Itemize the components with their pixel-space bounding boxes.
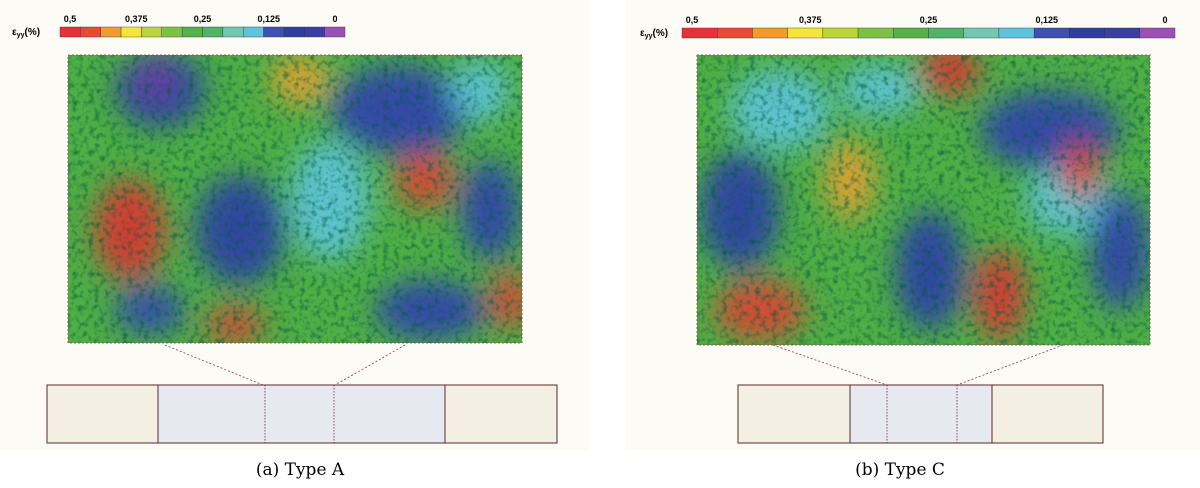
colorbar-cell xyxy=(59,26,81,38)
colorbar-cell xyxy=(222,26,244,38)
colorbar-cell xyxy=(787,27,824,39)
colorbar-tick: 0,5 xyxy=(64,14,77,24)
colorbar-cell xyxy=(202,26,224,38)
colorbar-cell xyxy=(304,26,325,38)
colorbar-cell xyxy=(283,26,305,38)
colorbar-tick: 0,125 xyxy=(1035,15,1058,25)
colorbar-cell xyxy=(928,27,964,39)
colorbar-tick: 0,125 xyxy=(257,14,280,24)
colorbar-cell xyxy=(243,26,264,38)
colorbar-tick: 0,375 xyxy=(125,14,148,24)
specimen-middle xyxy=(158,385,445,443)
colorbar-cell xyxy=(100,26,122,38)
colorbar-tick: 0,375 xyxy=(799,15,822,25)
colorbar-cell xyxy=(181,26,203,38)
zoom-line xyxy=(164,344,264,386)
map-border xyxy=(696,54,1151,346)
label-unit: (%) xyxy=(653,28,669,39)
colorbar-cell xyxy=(717,27,753,39)
colorbar-cell xyxy=(752,27,788,39)
label-unit: (%) xyxy=(25,27,41,38)
caption: (b) Type C xyxy=(855,460,945,480)
strain-map xyxy=(68,55,522,343)
colorbar-tick: 0,25 xyxy=(920,15,938,25)
colorbar-cell xyxy=(324,26,346,38)
zoom-line xyxy=(956,344,1064,386)
map-border xyxy=(67,54,523,344)
colorbar-cell xyxy=(822,27,859,39)
label-subscript: yy xyxy=(645,33,653,40)
label-symbol: ε xyxy=(12,27,17,38)
colorbar-label: εyy(%) xyxy=(640,28,668,40)
colorbar-cell xyxy=(857,27,894,39)
zoom-line xyxy=(772,344,888,386)
colorbar-cell xyxy=(80,26,101,38)
colorbar-cell xyxy=(1104,27,1140,39)
specimen-outline xyxy=(46,384,558,444)
colorbar-cell xyxy=(161,26,183,38)
colorbar-cell xyxy=(893,27,929,39)
colorbar-cell xyxy=(963,27,1000,39)
caption: (a) Type A xyxy=(256,460,345,480)
colorbar-cell xyxy=(263,26,285,38)
label-subscript: yy xyxy=(17,32,25,39)
specimen-end xyxy=(445,385,557,443)
map-texture xyxy=(68,55,522,343)
colorbar-tick: 0 xyxy=(332,14,337,24)
specimen-middle xyxy=(850,385,992,443)
colorbar-tick: 0,25 xyxy=(194,14,212,24)
colorbar-cell xyxy=(120,26,142,38)
colorbar-cell xyxy=(1069,27,1105,39)
colorbar-cell xyxy=(998,27,1035,39)
specimen-end xyxy=(992,385,1103,443)
label-symbol: ε xyxy=(640,28,645,39)
strain-map xyxy=(697,55,1150,345)
zoom-line xyxy=(334,344,406,386)
specimen-outline xyxy=(737,384,1104,444)
specimen-end xyxy=(47,385,158,443)
colorbar-cell xyxy=(1033,27,1070,39)
colorbar-tick: 0 xyxy=(1162,15,1167,25)
specimen-end xyxy=(738,385,850,443)
colorbar-tick: 0,5 xyxy=(686,15,699,25)
colorbar-label: εyy(%) xyxy=(12,27,40,39)
colorbar-cell xyxy=(681,27,718,39)
map-texture xyxy=(697,55,1150,345)
colorbar-cell xyxy=(141,26,162,38)
colorbar-cell xyxy=(1139,27,1176,39)
